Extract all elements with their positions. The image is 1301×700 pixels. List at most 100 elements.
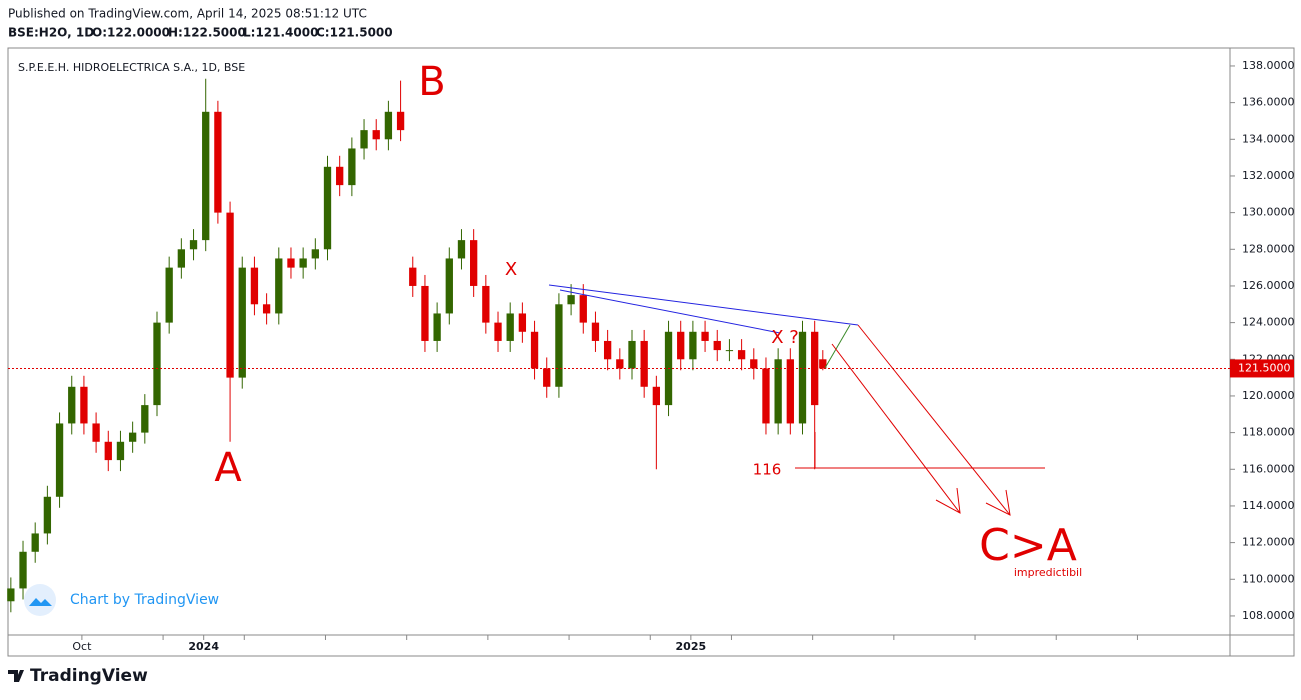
candle-body bbox=[128, 432, 137, 442]
ohlc-high: H:122.5000 bbox=[168, 26, 246, 40]
x-tick-label: Oct bbox=[72, 640, 92, 653]
candle-body bbox=[299, 258, 307, 268]
candle-body bbox=[518, 313, 527, 332]
wave-label: X bbox=[505, 259, 517, 280]
ohlc-close: C:121.5000 bbox=[316, 26, 393, 40]
candle-body bbox=[287, 258, 295, 268]
candle-body bbox=[31, 533, 39, 552]
candle-body bbox=[555, 304, 563, 387]
arrow bbox=[831, 343, 961, 514]
candle-body bbox=[737, 350, 746, 360]
chart-title: S.P.E.E.H. HIDROELECTRICA S.A., 1D, BSE bbox=[18, 61, 245, 74]
candle-body bbox=[725, 350, 734, 352]
brand: TradingView bbox=[30, 666, 148, 686]
candle-body bbox=[43, 496, 52, 534]
y-tick-label: 108.0000 bbox=[1242, 609, 1295, 622]
watermark-icon bbox=[29, 598, 52, 606]
candle-body bbox=[567, 295, 575, 305]
candle-body bbox=[494, 322, 502, 341]
candle-body bbox=[214, 111, 222, 213]
y-tick-label: 126.0000 bbox=[1242, 279, 1295, 292]
candle-body bbox=[250, 267, 259, 305]
candle-body bbox=[616, 359, 624, 369]
candle-body bbox=[202, 111, 210, 241]
candle-body bbox=[384, 111, 393, 140]
candle-body bbox=[92, 423, 100, 442]
wave-label: B bbox=[418, 59, 445, 105]
candle-body bbox=[713, 340, 721, 351]
arrow-head bbox=[935, 487, 961, 514]
candle-body bbox=[323, 166, 332, 250]
candle-body bbox=[360, 130, 368, 149]
candle-body bbox=[409, 267, 417, 286]
y-tick-label: 138.0000 bbox=[1242, 59, 1295, 72]
candle-body bbox=[603, 340, 612, 360]
candle-body bbox=[336, 166, 344, 186]
last-price-box bbox=[1230, 359, 1294, 378]
candle-body bbox=[579, 295, 587, 323]
candle-body bbox=[311, 249, 319, 259]
brand-logo bbox=[8, 670, 24, 682]
candle-body bbox=[786, 359, 794, 424]
y-tick-label: 134.0000 bbox=[1242, 132, 1295, 145]
candle-body bbox=[19, 551, 27, 589]
candle-body bbox=[482, 285, 490, 323]
candle-body bbox=[543, 368, 551, 387]
y-tick-label: 114.0000 bbox=[1242, 499, 1295, 512]
ohlc-low: L:121.4000 bbox=[243, 26, 318, 40]
candle-body bbox=[750, 359, 758, 369]
arrow-head bbox=[985, 489, 1011, 516]
last-price-label: 121.5000 bbox=[1238, 361, 1291, 374]
plot bbox=[7, 78, 827, 613]
y-tick-label: 116.0000 bbox=[1242, 462, 1295, 475]
candle-body bbox=[238, 267, 246, 378]
y-tick-label: 118.0000 bbox=[1242, 426, 1295, 439]
candle-body bbox=[506, 313, 514, 341]
candle-body bbox=[153, 322, 161, 406]
arrow bbox=[857, 324, 1011, 516]
trendline bbox=[559, 289, 781, 334]
trendline bbox=[824, 324, 851, 369]
candle-body bbox=[68, 386, 76, 424]
candle-body bbox=[628, 340, 636, 369]
y-tick-label: 130.0000 bbox=[1242, 206, 1295, 219]
candle-body bbox=[470, 240, 478, 286]
x-tick-label: 2024 bbox=[188, 640, 219, 653]
symbol: BSE:H2O, 1D bbox=[8, 26, 94, 40]
ohlc-open: O:122.0000 bbox=[92, 26, 170, 40]
candle-body bbox=[701, 331, 709, 341]
y-tick-label: 120.0000 bbox=[1242, 389, 1295, 402]
candle-body bbox=[189, 240, 198, 250]
candle-body bbox=[165, 267, 173, 323]
y-tick-label: 128.0000 bbox=[1242, 242, 1295, 255]
drawings bbox=[548, 284, 1045, 516]
trendline bbox=[548, 284, 859, 326]
x-tick-label: 2025 bbox=[676, 640, 707, 653]
candle-body bbox=[774, 359, 782, 424]
y-tick-label: 124.0000 bbox=[1242, 316, 1295, 329]
candle-body bbox=[7, 588, 15, 602]
y-tick-label: 110.0000 bbox=[1242, 572, 1295, 585]
candle-body bbox=[177, 249, 186, 268]
candle-body bbox=[677, 331, 685, 360]
y-tick-label: 112.0000 bbox=[1242, 536, 1295, 549]
published-line: Published on TradingView.com, April 14, … bbox=[8, 7, 367, 21]
candle-body bbox=[275, 258, 283, 314]
wave-label: X ? bbox=[771, 327, 799, 348]
candle-body bbox=[348, 148, 356, 186]
candle-body bbox=[762, 368, 770, 424]
candle-body bbox=[819, 359, 827, 369]
candle-body bbox=[433, 313, 441, 341]
y-tick-label: 132.0000 bbox=[1242, 169, 1295, 182]
candle-body bbox=[530, 331, 539, 369]
frame bbox=[7, 47, 1295, 657]
candle-body bbox=[445, 258, 453, 314]
candle-body bbox=[141, 405, 149, 433]
y-tick-label: 136.0000 bbox=[1242, 96, 1295, 109]
level-label: 116 bbox=[753, 461, 782, 479]
candle-body bbox=[591, 322, 600, 341]
candle-body bbox=[689, 331, 697, 360]
candle-body bbox=[457, 240, 466, 259]
